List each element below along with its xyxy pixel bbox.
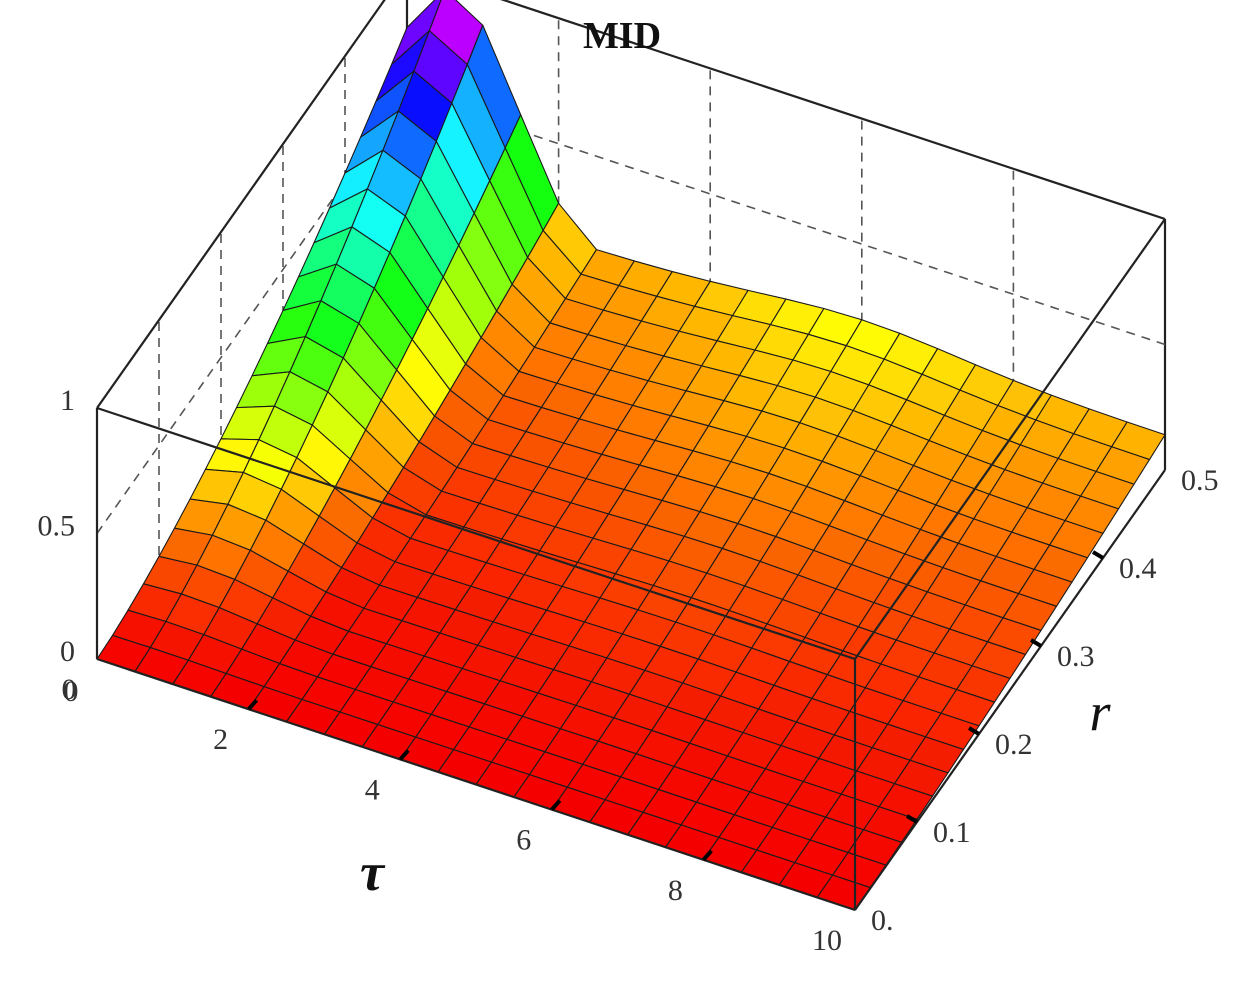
box-front-edge-3 <box>854 218 1166 660</box>
x-origin-tick: 0 <box>64 675 79 708</box>
box-front-edge-6 <box>854 469 1166 911</box>
x-tick-5: 10 <box>812 924 842 957</box>
y-tick-2: 0.2 <box>995 728 1033 761</box>
y-tick-1: 0.1 <box>933 816 971 849</box>
z-tick-2: 1 <box>60 384 75 417</box>
y-tick-0: 0. <box>871 904 894 937</box>
x-tick-3: 6 <box>516 824 531 857</box>
y-tick-mark-1 <box>905 814 919 824</box>
y-tick-mark-2 <box>967 726 981 736</box>
y-tick-5: 0.5 <box>1181 464 1219 497</box>
x-tick-mark-1 <box>247 698 259 711</box>
grid-z-half <box>96 92 1166 534</box>
y-tick-3: 0.3 <box>1057 640 1095 673</box>
y-tick-mark-3 <box>1029 638 1043 648</box>
box-front-edges <box>95 0 1166 912</box>
y-tick-mark-4 <box>1091 550 1105 560</box>
dashed-gridlines <box>96 18 1166 571</box>
x-tick-mark-4 <box>701 849 713 862</box>
chart-title: MID <box>583 15 661 57</box>
z-tick-0: 0 <box>60 635 75 668</box>
y-tick-4: 0.4 <box>1119 552 1157 585</box>
box-front-edge-2 <box>96 406 856 661</box>
x-tick-4: 8 <box>668 874 683 907</box>
mid-surface <box>96 0 1166 911</box>
box-back-edge-1 <box>500 0 1166 221</box>
x-tick-mark-2 <box>398 749 410 761</box>
x-axis-label: τ <box>360 842 386 902</box>
x-tick-mark-3 <box>550 799 562 811</box>
x-tick-1: 2 <box>213 723 228 756</box>
z-tick-1: 0.5 <box>38 510 76 543</box>
box-front-edge-1 <box>96 0 386 409</box>
y-axis-label: r <box>1089 682 1111 742</box>
box-front-edge-5 <box>96 657 856 912</box>
x-tick-0: 0 <box>62 673 77 706</box>
x-tick-2: 4 <box>365 773 380 806</box>
